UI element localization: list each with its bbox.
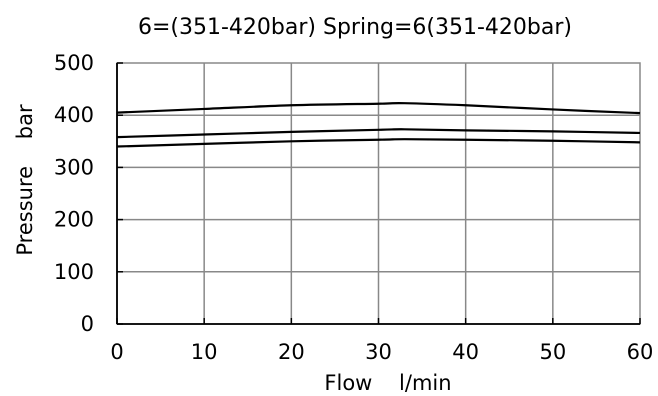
y-tick-label: 500 [54,51,94,75]
axes [116,62,641,325]
series-lines [116,102,641,148]
x-axis-title: Flow l/min [324,371,451,395]
x-tick-label: 60 [627,340,654,364]
series-line-2 [116,128,641,139]
grid-lines [117,63,640,324]
y-tick-label: 200 [54,208,94,232]
chart-title: 6=(351-420bar) Spring=6(351-420bar) [138,15,572,40]
y-tick-label: 100 [54,260,94,284]
y-tick-label: 300 [54,155,94,179]
y-axis-title: Pressure bar [13,104,37,256]
x-tick-label: 30 [365,340,392,364]
y-tick-label: 0 [81,312,94,336]
x-tick-label: 50 [539,340,566,364]
y-tick-label: 400 [54,103,94,127]
x-tick-label: 40 [452,340,479,364]
x-tick-label: 20 [278,340,305,364]
x-tick-label: 0 [110,340,123,364]
x-tick-label: 10 [191,340,218,364]
series-line-1 [116,102,641,115]
tick-labels: 0 10 20 30 40 50 60 0 100 200 300 400 500 [54,51,653,364]
series-line-3 [116,138,641,148]
